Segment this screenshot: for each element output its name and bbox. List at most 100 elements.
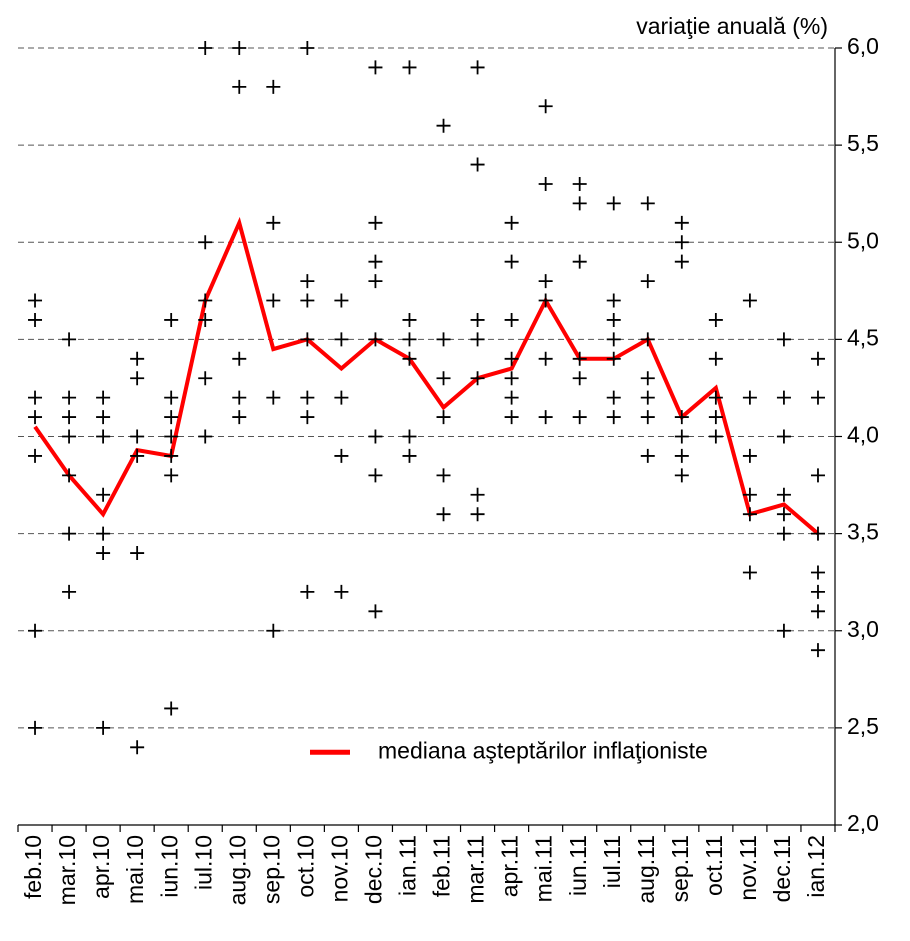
expectation-point	[28, 390, 43, 405]
expectation-point	[130, 740, 145, 755]
expectation-point	[606, 351, 621, 366]
expectation-point	[198, 429, 213, 444]
expectation-point	[334, 448, 349, 463]
expectation-point	[606, 196, 621, 211]
expectation-point	[810, 390, 825, 405]
expectation-point	[470, 487, 485, 502]
expectation-point	[436, 332, 451, 347]
expectation-point	[674, 254, 689, 269]
expectation-point	[810, 526, 825, 541]
expectation-point	[810, 565, 825, 580]
expectation-point	[504, 390, 519, 405]
expectation-point	[368, 332, 383, 347]
expectation-point	[742, 565, 757, 580]
y-tick-label: 4,0	[847, 422, 879, 448]
y-axis-label: variaţie anuală (%)	[636, 13, 828, 39]
expectation-point	[368, 60, 383, 75]
expectation-point	[572, 351, 587, 366]
expectation-point	[266, 623, 281, 638]
x-tick-label: iun.11	[565, 835, 591, 896]
x-tick-label: iun.10	[156, 835, 182, 898]
expectation-point	[470, 507, 485, 522]
expectation-point	[470, 157, 485, 172]
expectation-point	[198, 235, 213, 250]
expectation-point	[810, 468, 825, 483]
expectation-point	[708, 390, 723, 405]
expectation-point	[300, 274, 315, 289]
expectation-point	[776, 623, 791, 638]
expectation-point	[96, 546, 111, 561]
expectation-point	[572, 371, 587, 386]
expectation-point	[572, 196, 587, 211]
expectation-point	[164, 701, 179, 716]
expectation-point	[776, 507, 791, 522]
expectation-point	[300, 332, 315, 347]
expectation-point	[130, 546, 145, 561]
expectation-point	[708, 429, 723, 444]
expectation-point	[504, 410, 519, 425]
expectation-point	[776, 429, 791, 444]
expectation-point	[130, 429, 145, 444]
x-tick-label: ian.12	[803, 835, 829, 898]
expectation-point	[300, 41, 315, 55]
expectation-point	[368, 468, 383, 483]
expectation-point	[674, 410, 689, 425]
expectation-point	[130, 371, 145, 386]
x-tick-label: oct.11	[701, 835, 727, 896]
y-tick-label: 5,5	[847, 130, 879, 156]
expectation-point	[368, 429, 383, 444]
expectation-point	[402, 60, 417, 75]
expectation-point	[300, 584, 315, 599]
x-tick-label: apr.11	[497, 835, 523, 897]
x-tick-label: mai.11	[531, 835, 557, 902]
expectation-point	[810, 604, 825, 619]
expectation-point	[640, 410, 655, 425]
expectation-point	[368, 274, 383, 289]
expectation-point	[28, 720, 43, 735]
expectation-point	[300, 390, 315, 405]
expectation-point	[164, 410, 179, 425]
expectation-point	[300, 410, 315, 425]
y-tick-label: 3,0	[847, 616, 879, 642]
x-tick-label: apr.10	[88, 835, 114, 899]
expectation-point	[198, 312, 213, 327]
x-tick-label: feb.10	[20, 835, 46, 899]
x-tick-label: dec.10	[361, 835, 387, 904]
expectation-point	[368, 254, 383, 269]
expectation-point	[640, 196, 655, 211]
expectation-point	[436, 371, 451, 386]
expectation-point	[606, 410, 621, 425]
expectation-point	[402, 332, 417, 347]
expectation-point	[606, 390, 621, 405]
expectation-point	[62, 390, 77, 405]
legend: mediana aşteptărilor inflaţioniste	[300, 730, 815, 775]
expectation-point	[62, 468, 77, 483]
expectation-point	[776, 332, 791, 347]
expectation-point	[334, 293, 349, 308]
expectation-point	[810, 351, 825, 366]
expectation-point	[504, 371, 519, 386]
expectation-point	[538, 274, 553, 289]
y-tick-label: 6,0	[847, 33, 879, 59]
expectation-point	[742, 390, 757, 405]
expectation-point	[232, 79, 247, 94]
expectation-point	[436, 507, 451, 522]
expectation-point	[96, 390, 111, 405]
expectation-point	[742, 293, 757, 308]
x-tick-label: sep.11	[667, 835, 693, 902]
expectation-point	[62, 332, 77, 347]
expectation-point	[232, 410, 247, 425]
expectation-point	[62, 584, 77, 599]
x-tick-label: iul.10	[190, 835, 216, 890]
expectation-point	[164, 312, 179, 327]
expectation-point	[708, 312, 723, 327]
expectation-point	[402, 448, 417, 463]
expectation-point	[572, 410, 587, 425]
expectation-point	[96, 487, 111, 502]
expectation-point	[198, 293, 213, 308]
expectation-point	[130, 448, 145, 463]
expectation-point	[28, 448, 43, 463]
expectation-point	[232, 390, 247, 405]
expectation-point	[810, 643, 825, 658]
